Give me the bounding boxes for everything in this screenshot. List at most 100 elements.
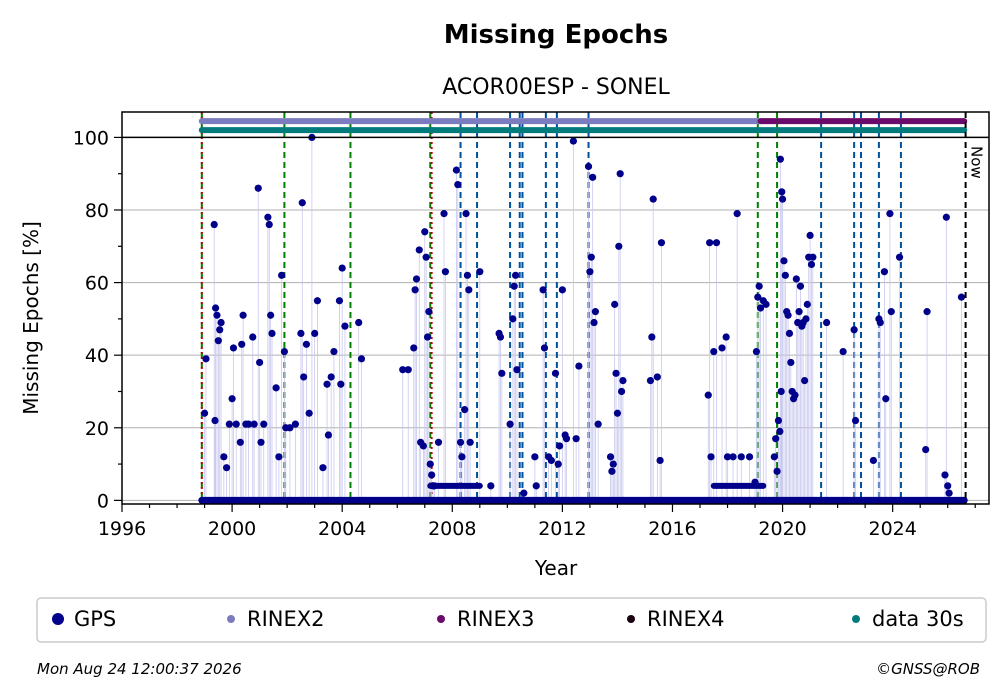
gps-point [710, 347, 718, 356]
y-tick-label: 20 [85, 418, 109, 440]
gps-point [265, 220, 273, 229]
gps-point [249, 333, 257, 341]
gps-point [751, 478, 759, 486]
gps-point [245, 420, 253, 428]
gps-point [556, 442, 564, 450]
gps-point [257, 438, 265, 446]
gps-point [300, 373, 308, 381]
gps-point [648, 333, 656, 341]
gps-point [327, 373, 335, 381]
gps-point [657, 239, 666, 247]
gps-point [792, 275, 800, 283]
gps-point [509, 315, 517, 323]
gps-point [229, 344, 238, 352]
gps-point [511, 271, 520, 279]
gps-point [476, 268, 484, 276]
now-label: Now [968, 146, 986, 179]
gps-point [456, 438, 465, 446]
gps-point [704, 391, 712, 399]
gps-point [554, 460, 562, 468]
x-tick-label: 2000 [208, 518, 256, 540]
gps-point [876, 318, 884, 327]
gps-point [531, 453, 539, 461]
gps-point [256, 358, 264, 367]
gps-point [922, 445, 930, 454]
gps-point [357, 355, 366, 363]
gps-point [780, 257, 788, 265]
gps-point [202, 355, 210, 363]
gps-point [803, 300, 811, 308]
gps-point [441, 268, 450, 276]
gps-point [267, 311, 275, 319]
gps-point [302, 340, 311, 348]
gps-point [323, 380, 331, 388]
gps-point [850, 326, 858, 334]
gps-point [796, 282, 805, 290]
legend-label-rinex3: RINEX3 [457, 607, 535, 631]
gps-point [729, 453, 737, 461]
gps-point [612, 369, 620, 377]
gps-point [723, 453, 732, 461]
gps-point [225, 420, 233, 428]
footer-copyright: ©GNSS@ROB [876, 660, 980, 678]
gps-point [434, 438, 443, 446]
gps-point [211, 416, 219, 425]
gps-point [712, 239, 721, 247]
gps-point [341, 322, 349, 330]
gps-point [609, 460, 617, 468]
gps-point [590, 318, 598, 327]
gps-point [228, 395, 236, 403]
x-tick-label: 2024 [868, 518, 916, 540]
y-tick-label: 0 [97, 490, 109, 512]
gps-point [722, 333, 730, 341]
availability-bars [198, 118, 968, 134]
gps-point [575, 362, 583, 370]
y-tick-label: 60 [85, 273, 109, 295]
gps-point [809, 253, 817, 261]
gps-point [422, 253, 430, 261]
gps-point [802, 315, 810, 323]
gps-point [264, 213, 272, 221]
chart-title: Missing Epochs [444, 20, 668, 50]
gps-point [942, 213, 950, 221]
gps-point [589, 173, 597, 181]
gps-point [280, 347, 288, 356]
gps-point [587, 253, 595, 261]
legend-label-data30s: data 30s [872, 607, 964, 631]
plot-frame [121, 111, 990, 505]
gps-point [772, 435, 780, 443]
x-axis-ticks: 1996 2000 2004 2008 2012 2016 2020 2024 [98, 504, 976, 540]
gps-point [404, 366, 412, 374]
gps-point [506, 420, 514, 428]
gps-point [745, 453, 754, 461]
gps-point [778, 188, 786, 196]
x-tick-label: 2004 [318, 518, 366, 540]
gps-point [882, 395, 890, 403]
gps-point [770, 453, 778, 461]
gps-point [776, 427, 784, 436]
gps-point [923, 308, 931, 316]
gps-point [254, 184, 262, 192]
gps-point [430, 482, 438, 490]
gps-point [337, 380, 345, 388]
gps-point [886, 210, 894, 218]
gps-point [880, 268, 889, 276]
gps-point [611, 300, 619, 308]
gps-point [278, 271, 286, 279]
gps-point [213, 311, 221, 319]
gps-point [619, 376, 627, 385]
gps-point [216, 326, 224, 334]
gps-point [887, 308, 895, 316]
gps-point [520, 489, 528, 497]
gps-point [839, 347, 847, 356]
gps-point [355, 318, 363, 327]
gps-point [762, 300, 770, 308]
gps-point [584, 162, 593, 171]
gps-point [421, 228, 429, 236]
legend-marker-gps [52, 613, 64, 625]
gps-point [250, 420, 258, 428]
gps-point [200, 409, 209, 417]
gps-point [466, 438, 474, 446]
gps-point [410, 344, 418, 352]
